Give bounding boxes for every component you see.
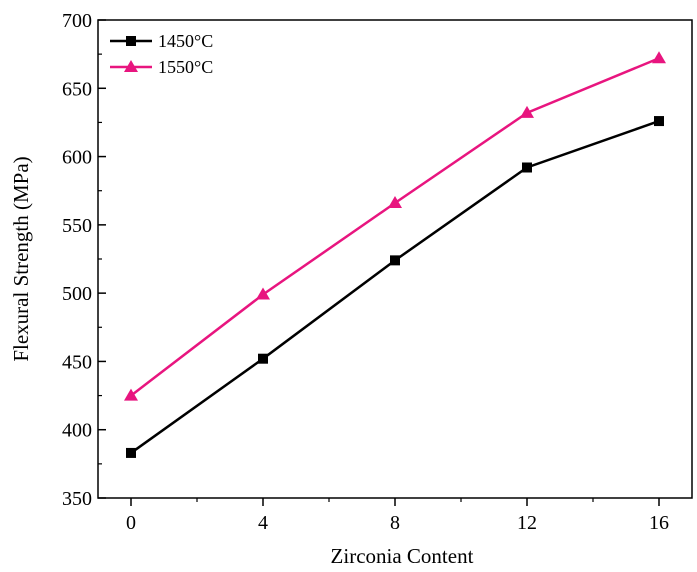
x-tick-label: 12 — [517, 512, 537, 534]
legend-item: 1450°C — [110, 31, 213, 51]
data-point — [258, 353, 268, 364]
series-line — [130, 119, 660, 454]
data-point — [388, 196, 402, 209]
y-tick-label: 650 — [62, 78, 92, 100]
data-point — [390, 255, 400, 266]
x-tick-label: 8 — [390, 512, 400, 534]
series-1 — [124, 51, 666, 401]
data-point — [652, 51, 666, 64]
y-axis-ticks: 350 400 450 500 550 600 650 700 — [62, 10, 106, 510]
legend-item: 1550°C — [110, 57, 213, 77]
legend-label: 1550°C — [158, 57, 213, 77]
series-group — [124, 51, 666, 458]
data-point — [522, 162, 532, 173]
x-axis-label: Zirconia Content — [331, 544, 474, 568]
data-point — [124, 388, 138, 401]
data-point — [654, 116, 664, 127]
y-axis-label: Flexural Strength (MPa) — [9, 156, 33, 361]
y-tick-label: 500 — [62, 283, 92, 305]
y-tick-label: 450 — [62, 351, 92, 373]
x-tick-label: 16 — [649, 512, 669, 534]
legend-marker — [126, 36, 136, 46]
legend: 1450°C 1550°C — [110, 31, 213, 77]
x-axis-ticks: 0 4 8 12 16 — [126, 498, 669, 534]
data-point — [520, 105, 534, 118]
y-tick-label: 550 — [62, 215, 92, 237]
y-tick-label: 600 — [62, 147, 92, 169]
data-point — [256, 287, 270, 300]
legend-marker — [124, 60, 138, 72]
y-tick-label: 700 — [62, 10, 92, 32]
y-tick-label: 350 — [62, 488, 92, 510]
series-line — [130, 57, 660, 397]
data-point — [126, 447, 136, 458]
legend-label: 1450°C — [158, 31, 213, 51]
y-tick-label: 400 — [62, 420, 92, 442]
series-0 — [126, 116, 664, 458]
x-tick-label: 0 — [126, 512, 136, 534]
x-tick-label: 4 — [258, 512, 268, 534]
